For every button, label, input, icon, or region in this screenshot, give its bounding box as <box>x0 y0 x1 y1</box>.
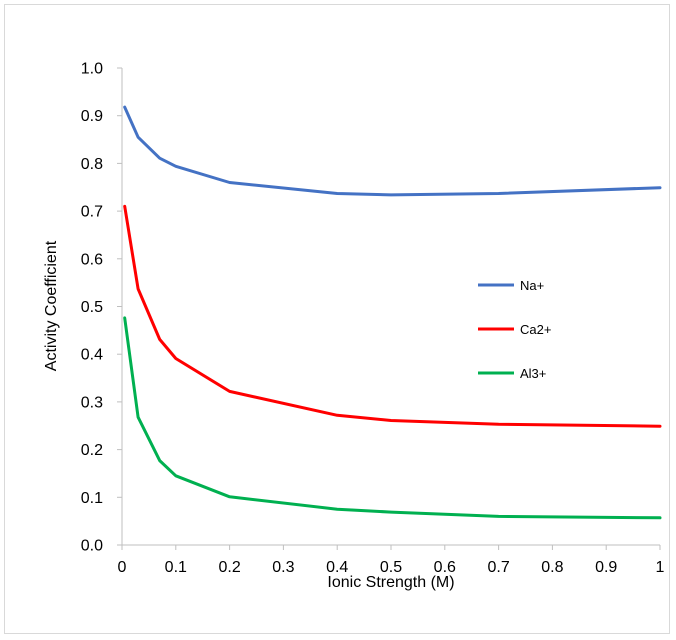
series-lines <box>123 105 662 520</box>
x-tick-label: 0.5 <box>380 559 402 576</box>
y-tick-label: 1.0 <box>81 61 103 78</box>
series-line-1 <box>123 204 662 428</box>
x-axis-ticks: 0 0.1 0.2 0.3 0.4 0.5 0.6 0.7 0.8 0.9 1 <box>118 545 665 576</box>
legend-label: Ca2+ <box>520 322 551 337</box>
chart-frame <box>4 4 670 634</box>
y-tick-label: 0.2 <box>81 442 103 459</box>
x-axis-title: Ionic Strength (M) <box>327 574 454 591</box>
x-tick-label: 1 <box>656 559 665 576</box>
x-tick-label: 0.4 <box>326 559 348 576</box>
y-tick-label: 0.1 <box>81 490 103 507</box>
x-tick-label: 0.7 <box>487 559 509 576</box>
y-tick-label: 0.6 <box>81 251 103 268</box>
x-tick-label: 0.2 <box>218 559 240 576</box>
series-line-2 <box>123 316 662 520</box>
y-axis-title: Activity Coefficient <box>43 240 60 371</box>
y-tick-label: 0.8 <box>81 156 103 173</box>
legend-label: Al3+ <box>520 366 546 381</box>
x-tick-label: 0 <box>118 559 127 576</box>
y-tick-label: 0.5 <box>81 299 103 316</box>
x-tick-label: 0.1 <box>165 559 187 576</box>
x-tick-label: 0.8 <box>541 559 563 576</box>
legend: Na+ Ca2+ Al3+ <box>478 278 551 381</box>
series-line-0 <box>123 105 662 197</box>
y-tick-label: 0.7 <box>81 204 103 221</box>
x-tick-label: 0.3 <box>272 559 294 576</box>
y-tick-label: 0.4 <box>81 347 103 364</box>
x-tick-label: 0.9 <box>595 559 617 576</box>
legend-label: Na+ <box>520 278 544 293</box>
x-tick-label: 0.6 <box>434 559 456 576</box>
y-axis-ticks: 0.0 0.1 0.2 0.3 0.4 0.5 0.6 0.7 0.8 0.9 1.0 <box>81 61 122 555</box>
y-tick-label: 0.0 <box>81 538 103 555</box>
y-tick-label: 0.3 <box>81 394 103 411</box>
y-tick-label: 0.9 <box>81 108 103 125</box>
